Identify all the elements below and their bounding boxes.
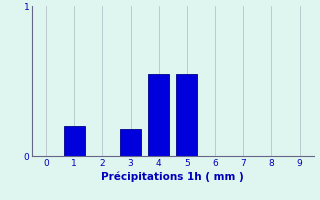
X-axis label: Précipitations 1h ( mm ): Précipitations 1h ( mm ) xyxy=(101,172,244,182)
Bar xyxy=(120,129,141,156)
Bar xyxy=(64,126,85,156)
Bar xyxy=(148,73,169,156)
Bar xyxy=(176,73,197,156)
